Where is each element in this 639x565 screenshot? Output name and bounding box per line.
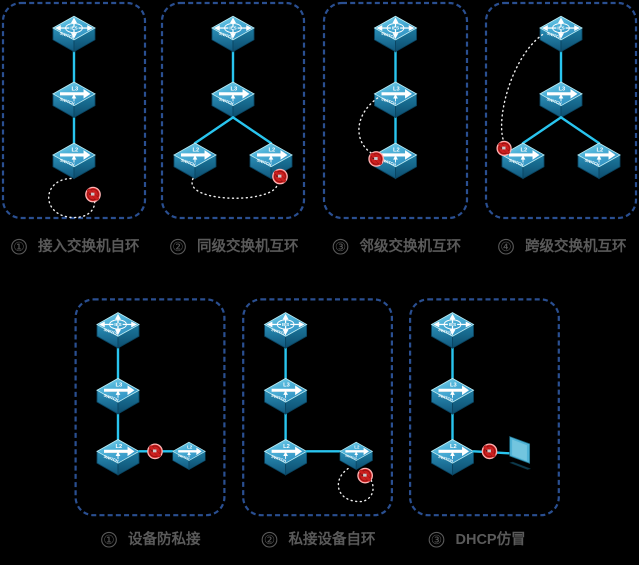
svg-text:IES: IES — [392, 26, 399, 31]
svg-text:IES: IES — [114, 322, 121, 327]
svg-text:L2: L2 — [393, 147, 400, 153]
svg-text:L2: L2 — [72, 147, 79, 153]
svg-text:IES: IES — [557, 26, 564, 31]
svg-text:②: ② — [264, 533, 275, 547]
svg-text:④: ④ — [500, 240, 511, 254]
svg-text:L2: L2 — [283, 444, 290, 450]
svg-text:③: ③ — [431, 533, 442, 547]
svg-text:L2: L2 — [187, 445, 193, 450]
svg-text:L3: L3 — [283, 383, 290, 389]
svg-text:L3: L3 — [231, 86, 238, 92]
svg-text:L3: L3 — [72, 86, 79, 92]
svg-text:接入交换机自环: 接入交换机自环 — [38, 237, 140, 255]
svg-text:L2: L2 — [269, 147, 276, 153]
svg-text:②: ② — [172, 240, 183, 254]
svg-text:IES: IES — [282, 322, 289, 327]
svg-text:L2: L2 — [450, 444, 457, 450]
svg-text:L2: L2 — [597, 147, 604, 153]
svg-text:IES: IES — [229, 26, 236, 31]
svg-text:DHCP仿冒: DHCP仿冒 — [456, 530, 526, 548]
svg-text:同级交换机互环: 同级交换机互环 — [197, 237, 299, 255]
svg-text:L3: L3 — [393, 86, 400, 92]
svg-text:设备防私接: 设备防私接 — [128, 530, 201, 548]
svg-text:③: ③ — [335, 240, 346, 254]
svg-text:私接设备自环: 私接设备自环 — [289, 530, 376, 548]
svg-text:邻级交换机互环: 邻级交换机互环 — [360, 237, 462, 255]
svg-text:①: ① — [103, 533, 114, 547]
svg-text:跨级交换机互环: 跨级交换机互环 — [525, 237, 627, 255]
svg-text:IES: IES — [449, 322, 456, 327]
svg-text:L2: L2 — [116, 444, 123, 450]
svg-text:L2: L2 — [521, 147, 528, 153]
svg-text:L3: L3 — [116, 383, 123, 389]
svg-text:IES: IES — [70, 26, 77, 31]
svg-text:①: ① — [13, 240, 24, 254]
svg-text:L2: L2 — [193, 147, 200, 153]
svg-text:L3: L3 — [559, 86, 566, 92]
svg-text:L2: L2 — [354, 445, 360, 450]
svg-text:L3: L3 — [450, 383, 457, 389]
